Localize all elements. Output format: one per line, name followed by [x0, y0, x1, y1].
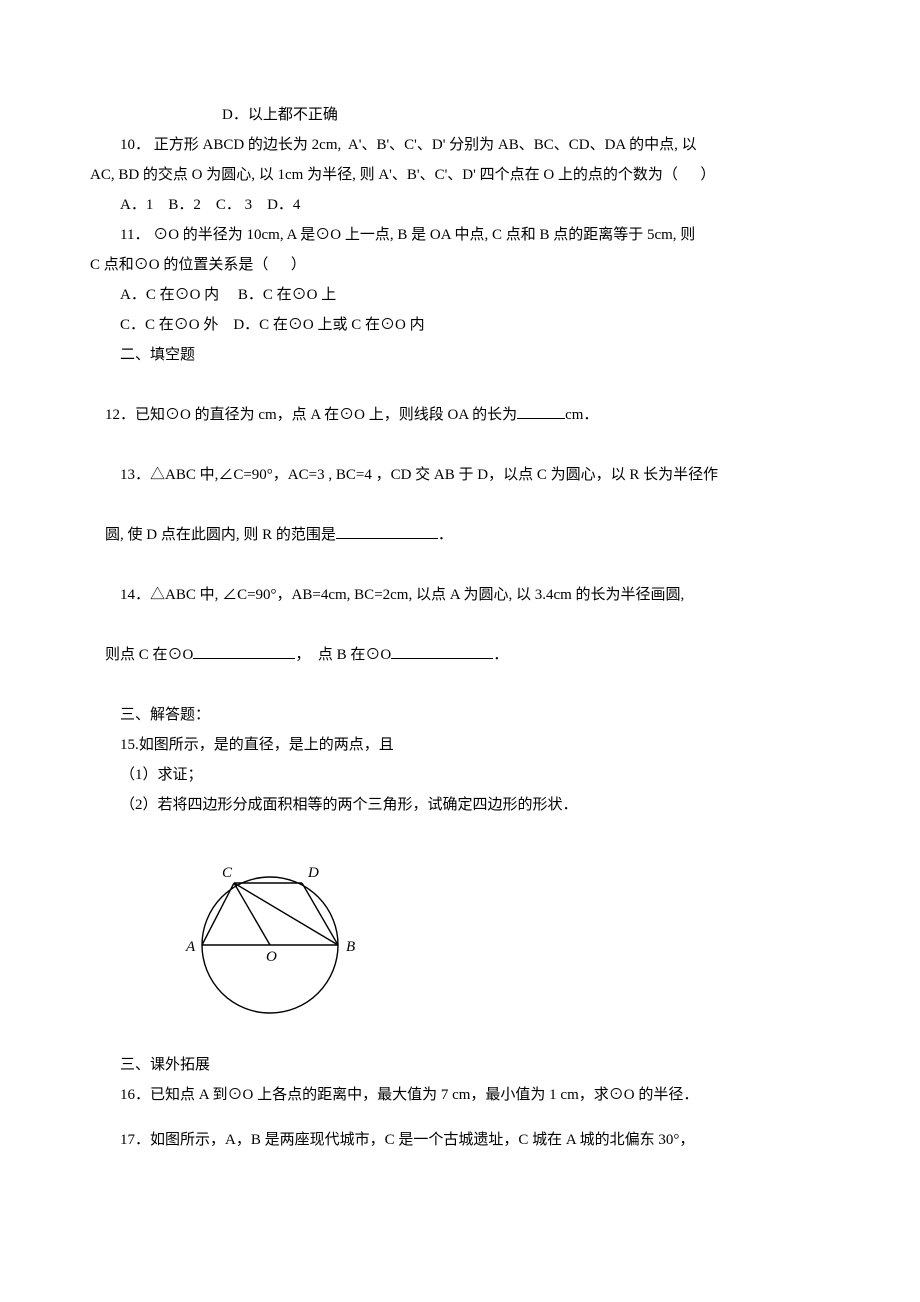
q15-part2: （2）若将四边形分成面积相等的两个三角形，试确定四边形的形状．	[90, 790, 830, 820]
q13-text-b: ．	[438, 527, 453, 543]
section-fill-heading: 二、填空题	[90, 340, 830, 370]
q13-line2: 圆, 使 D 点在此圆内, 则 R 的范围是 ．	[90, 490, 830, 580]
svg-text:A: A	[185, 939, 196, 955]
q11-options-ab: A．C 在⊙O 内 B．C 在⊙O 上	[90, 280, 830, 310]
q15-stem: 15.如图所示，是的直径，是上的两点，且	[90, 730, 830, 760]
q10-line1: 10． 正方形 ABCD 的边长为 2cm, A'、B'、C'、D' 分别为 A…	[90, 130, 830, 160]
svg-text:O: O	[266, 949, 277, 965]
q11-line1: 11． ⊙O 的半径为 10cm, A 是⊙O 上一点, B 是 OA 中点, …	[90, 220, 830, 250]
q11-line2: C 点和⊙O 的位置关系是（ ）	[90, 250, 830, 280]
q14-line1: 14．△ABC 中, ∠C=90°，AB=4cm, BC=2cm, 以点 A 为…	[90, 580, 830, 610]
svg-text:D: D	[307, 865, 319, 881]
q16: 16．已知点 A 到⊙O 上各点的距离中，最大值为 7 cm，最小值为 1 cm…	[90, 1080, 830, 1110]
q12: 12．已知⊙O 的直径为 cm，点 A 在⊙O 上，则线段 OA 的长为 cm．	[90, 370, 830, 460]
q10-options: A．1 B．2 C． 3 D．4	[90, 190, 830, 220]
blank-field	[517, 403, 565, 419]
q17: 17．如图所示，A，B 是两座现代城市，C 是一个古城遗址，C 城在 A 城的北…	[90, 1125, 830, 1155]
geometry-svg: A B C D O	[170, 853, 362, 1027]
q14-text-c: ．	[493, 647, 508, 663]
svg-text:B: B	[346, 939, 355, 955]
circle-diagram: A B C D O	[170, 853, 830, 1038]
q14-text-b: ， 点 B 在⊙O	[295, 647, 391, 663]
q-option-d: D．以上都不正确	[90, 100, 830, 130]
q12-text-a: 12．已知⊙O 的直径为 cm，点 A 在⊙O 上，则线段 OA 的长为	[105, 407, 517, 423]
section-answer-heading: 三、解答题：	[90, 700, 830, 730]
spacer	[90, 1110, 830, 1125]
q14-text-a: 则点 C 在⊙O	[105, 647, 193, 663]
blank-field	[193, 643, 295, 659]
document-page: D．以上都不正确 10． 正方形 ABCD 的边长为 2cm, A'、B'、C'…	[0, 0, 920, 1302]
q11-options-cd: C．C 在⊙O 外 D．C 在⊙O 上或 C 在⊙O 内	[90, 310, 830, 340]
q12-text-b: cm．	[565, 407, 598, 423]
section-extension-heading: 三、课外拓展	[90, 1050, 830, 1080]
q13-text-a: 圆, 使 D 点在此圆内, 则 R 的范围是	[105, 527, 336, 543]
q13-line1: 13．△ABC 中,∠C=90°，AC=3 , BC=4 ，CD 交 AB 于 …	[90, 460, 830, 490]
svg-text:C: C	[222, 865, 233, 881]
q14-line2: 则点 C 在⊙O ， 点 B 在⊙O ．	[90, 610, 830, 700]
q10-line2: AC, BD 的交点 O 为圆心, 以 1cm 为半径, 则 A'、B'、C'、…	[90, 160, 830, 190]
q15-part1: （1）求证；	[90, 760, 830, 790]
blank-field	[336, 523, 438, 539]
spacer	[90, 820, 830, 835]
blank-field	[391, 643, 493, 659]
